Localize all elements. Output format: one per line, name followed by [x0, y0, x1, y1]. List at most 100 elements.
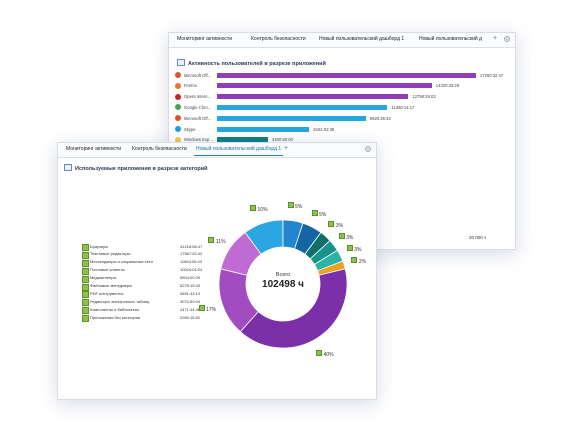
category-icon — [287, 202, 294, 208]
legend-name: Приложения без категории — [90, 314, 141, 320]
gear-icon[interactable] — [364, 145, 372, 153]
tab-bar: Мониторинг активности Контроль безопасно… — [169, 33, 515, 48]
app-name: Firefox — [184, 83, 197, 89]
legend-value: 5275:15:43 — [180, 283, 201, 288]
category-icon — [82, 267, 89, 275]
slice-percent-label: 2% — [351, 257, 366, 265]
app-name: Microsoft Off... — [184, 72, 212, 78]
legend-name: Текстовые редакторы — [90, 251, 131, 257]
category-icon — [338, 232, 345, 239]
legend-name: Медиаплееры — [90, 275, 117, 281]
tab-custom-dashboard-2[interactable]: Новый пользовательский д — [419, 36, 482, 42]
app-bar[interactable] — [217, 83, 432, 89]
legend-name: Браузеры — [90, 243, 109, 249]
slice-percent-label: 40% — [316, 349, 334, 358]
legend-value: 2471:44:46 — [180, 306, 201, 312]
slice-percent-text: 11% — [215, 238, 226, 245]
category-icon — [82, 251, 89, 259]
legend-item[interactable]: Браузеры 41218:56:47 — [82, 243, 222, 251]
tab-security-control[interactable]: Контроль безопасности — [251, 36, 306, 42]
legend-value: 41218:56:47 — [180, 243, 203, 249]
slice-percent-text: 5% — [319, 211, 327, 218]
slice-percent-text: 3% — [354, 247, 362, 254]
legend-item[interactable]: Приложения без категории 2050:16:52 — [82, 314, 222, 323]
slice-percent-label: 11% — [208, 236, 226, 245]
legend-value: 2050:16:52 — [180, 314, 201, 320]
app-bar[interactable] — [217, 104, 388, 110]
app-value: 9920:36:43 — [369, 115, 391, 121]
legend-value: 17567:52:42 — [180, 251, 203, 257]
slice-percent-text: 3% — [346, 234, 354, 241]
app-bar[interactable] — [217, 126, 310, 132]
legend-item[interactable]: Файловые менеджеры 5275:15:43 — [82, 283, 222, 291]
add-tab-button[interactable]: + — [493, 35, 498, 42]
slice-percent-text: 2% — [358, 259, 367, 266]
legend-item[interactable]: Мессенджеры и социальные сети 11664:00:43 — [82, 259, 222, 267]
app-bar[interactable] — [217, 137, 268, 143]
axis-end-label: 20 000 ч — [469, 235, 487, 240]
category-icon — [351, 257, 358, 264]
tab-activity-monitoring[interactable]: Мониторинг активности — [66, 146, 122, 152]
app-row: Microsoft Off... 17260:32:47 — [175, 71, 505, 80]
tab-custom-dashboard-1[interactable]: Новый пользовательский дашборд 1 — [319, 36, 405, 42]
app-bar[interactable] — [217, 72, 476, 78]
legend-name: Мессенджеры и социальные сети — [90, 259, 153, 265]
app-value: 12758:29:03 — [412, 94, 436, 100]
category-icon — [208, 236, 215, 243]
category-icon — [82, 259, 89, 267]
category-icon — [82, 299, 89, 307]
total-caption: Всего — [275, 272, 291, 278]
slice-percent-text: 3% — [335, 223, 344, 230]
category-icon — [198, 304, 205, 311]
chrome-icon — [175, 104, 181, 111]
donut-slice[interactable] — [220, 231, 262, 276]
tab-custom-dashboard-1[interactable]: Новый пользовательский дашборд 1 — [193, 146, 284, 156]
legend-item[interactable]: Медиаплееры 5504:00:29 — [82, 275, 222, 283]
donut-center: Всего 102498 ч — [243, 272, 323, 290]
gear-icon[interactable] — [503, 35, 511, 43]
app-value: 17260:32:47 — [479, 72, 504, 78]
panel-chart-icon — [177, 59, 185, 66]
app-row: Google Chro... 11360:14:17 — [175, 103, 505, 112]
tab-security-control[interactable]: Контроль безопасности — [132, 146, 187, 152]
office-icon — [175, 115, 181, 122]
slice-percent-label: 10% — [250, 204, 268, 213]
category-icon — [82, 244, 89, 251]
firefox-icon — [175, 82, 181, 89]
slice-percent-text: 10% — [257, 206, 268, 213]
category-donut-chart — [218, 219, 348, 349]
legend-item[interactable]: Текстовые редакторы 17567:52:42 — [82, 251, 222, 259]
legend-item[interactable]: PDF инструменты 3651:43:14 — [82, 290, 222, 299]
office-icon — [175, 72, 181, 78]
tab-activity-monitoring[interactable]: Мониторинг активности — [177, 36, 233, 42]
legend-value: 3651:43:14 — [180, 290, 201, 296]
legend-item[interactable]: Редакторы электронных таблиц 3070:59:04 — [82, 298, 222, 307]
app-value: 6161:02:35 — [313, 126, 335, 132]
total-value: 102498 ч — [262, 279, 304, 290]
app-bar[interactable] — [217, 94, 409, 100]
category-icon — [82, 315, 89, 323]
app-bar[interactable] — [217, 115, 366, 121]
category-icon — [82, 291, 89, 299]
legend-name: Файловые менеджеры — [90, 283, 133, 288]
category-icon — [328, 221, 335, 228]
category-icon — [82, 283, 89, 291]
legend-name: PDF инструменты — [90, 290, 124, 296]
category-icon — [250, 204, 257, 211]
legend-value: 11664:00:43 — [180, 259, 202, 265]
panel-chart-icon — [64, 164, 72, 171]
opera-icon — [175, 93, 181, 100]
add-tab-button[interactable]: + — [284, 145, 289, 152]
legend-item[interactable]: Компоненты и библиотеки 2471:44:46 — [82, 306, 222, 315]
slice-percent-text: 17% — [206, 306, 217, 313]
legend-item[interactable]: Почтовые клиенты 10024:01:04 — [82, 267, 222, 275]
legend-value: 5504:00:29 — [180, 275, 201, 281]
dashboard-window-front: Мониторинг активности Контроль безопасно… — [57, 142, 377, 400]
app-row: Opera Intern... 12758:29:03 — [175, 93, 505, 102]
category-icon — [316, 349, 323, 356]
donut-slice[interactable] — [239, 268, 348, 349]
slice-percent-label: 3% — [346, 245, 362, 254]
explorer-icon — [175, 136, 181, 143]
category-icon — [346, 245, 353, 252]
legend-value: 3070:59:04 — [180, 298, 201, 304]
